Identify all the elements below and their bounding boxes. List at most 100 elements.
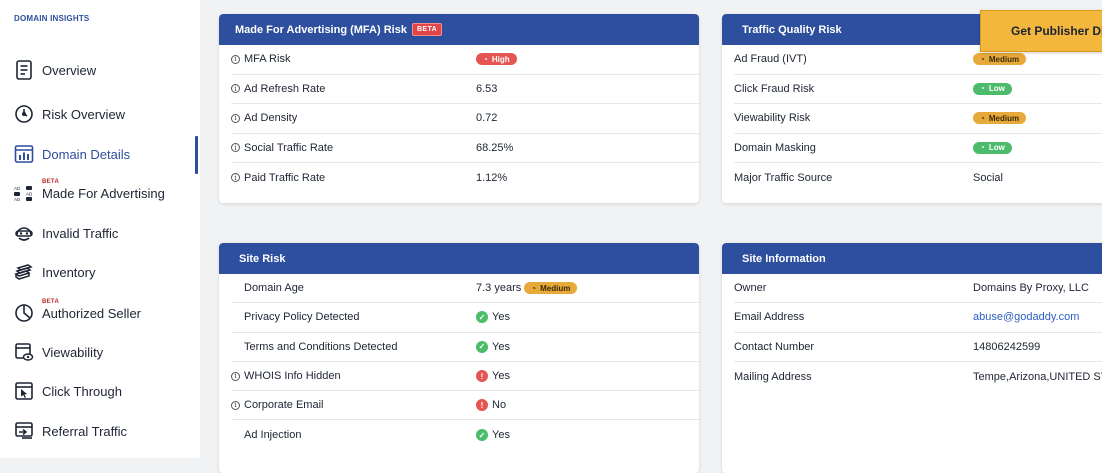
mfa-risk-card: Made For Advertising (MFA) Risk BETA i MF… [219,14,699,203]
sidebar-item-click-through[interactable]: Click Through [14,378,200,404]
document-icon [14,60,34,80]
row-value: Yes [492,429,510,442]
gauge-icon: ◔ [980,113,985,123]
table-row: i MFA Risk ◔ High [231,45,699,75]
table-row: i Ad Density 0.72 [231,104,699,134]
shield-clock-icon [14,104,34,124]
row-value: 68.25% [476,141,514,154]
table-row: i Paid Traffic Rate 1.12% [231,163,699,193]
info-icon[interactable]: i [231,371,240,381]
sidebar-item-label: Overview [42,62,97,78]
referral-icon [14,421,34,441]
sidebar-item-label: Domain Details [42,146,131,162]
sidebar-item-label: Invalid Traffic [42,225,119,241]
sidebar-item-overview[interactable]: Overview [14,57,200,83]
card-title: Made For Advertising (MFA) Risk [235,23,407,36]
sidebar-item-label: BETA Authorized Seller [42,298,141,321]
table-row: Viewability Risk ◔ Medium [734,104,1102,134]
sidebar-item-invalid-traffic[interactable]: Invalid Traffic [14,220,200,246]
info-icon[interactable]: i [231,54,240,64]
gauge-icon: ◔ [980,84,985,94]
table-row: i Corporate Email ! No [231,391,699,421]
svg-text:AD: AD [26,192,33,197]
risk-pill-low: ◔ Low [973,141,1012,154]
row-value: Tempe,Arizona,UNITED ST [973,370,1102,383]
svg-text:AD: AD [14,186,21,191]
sidebar-item-label: Risk Overview [42,106,126,122]
beta-badge: BETA [42,298,60,305]
card-title: Site Risk [239,252,286,265]
table-row: Click Fraud Risk ◔ Low [734,75,1102,104]
table-row: Email Address abuse@godaddy.com [734,303,1102,333]
risk-pill-medium: ◔ Medium [973,112,1027,125]
bar-chart-window-icon [14,144,34,164]
svg-text:AD: AD [14,197,21,202]
gauge-icon: ◔ [980,143,985,153]
sidebar-item-domain-details[interactable]: Domain Details [14,141,200,167]
table-row: Ad Injection ✓ Yes [244,429,510,442]
sidebar-item-label: Referral Traffic [42,423,128,439]
bot-mask-icon [14,223,34,243]
window-eye-icon [14,342,34,362]
table-row: Contact Number 14806242599 [734,333,1102,362]
sidebar-title: DOMAIN INSIGHTS [14,14,90,23]
table-row: Owner Domains By Proxy, LLC [734,274,1102,304]
table-row: Domain Masking ◔ Low [734,134,1102,163]
sidebar-item-label: Click Through [42,383,122,399]
table-row: i Ad Refresh Rate 6.53 [231,75,699,104]
pie-chart-icon [14,303,34,323]
card-header: Made For Advertising (MFA) Risk BETA [219,14,699,45]
table-row: i Social Traffic Rate 68.25% [231,134,699,163]
row-value: Domains By Proxy, LLC [973,282,1089,295]
button-label: Get Publisher Di [1011,24,1102,38]
sidebar-item-inventory[interactable]: Inventory [14,259,200,285]
risk-pill-low: ◔ Low [973,82,1012,95]
info-icon[interactable]: i [231,173,240,183]
email-link[interactable]: abuse@godaddy.com [973,311,1080,324]
alert-icon: ! [476,399,488,412]
row-value: Yes [492,370,510,383]
table-row: i WHOIS Info Hidden ! Yes [231,362,699,392]
beta-badge: BETA [42,178,60,185]
gauge-icon: ◔ [531,283,537,293]
sidebar: DOMAIN INSIGHTS Overview Risk Overview D… [0,0,200,458]
info-icon[interactable]: i [231,143,240,153]
gauge-icon: ◔ [483,54,488,64]
sidebar-item-authorized-seller[interactable]: BETA Authorized Seller [14,298,200,326]
info-icon[interactable]: i [231,113,240,123]
sidebar-item-referral-traffic[interactable]: Referral Traffic [14,418,200,444]
sidebar-item-risk-overview[interactable]: Risk Overview [14,101,200,127]
ad-grid-icon: AD AD AD [14,183,34,203]
gauge-icon: ◔ [980,54,985,64]
row-value: Yes [492,340,510,353]
row-value: No [492,399,507,412]
table-row: Privacy Policy Detected ✓ Yes [231,303,699,333]
row-value: 14806242599 [973,340,1041,353]
check-icon: ✓ [476,311,488,324]
risk-pill-medium: ◔ Medium [524,282,578,295]
row-value: 6.53 [476,82,498,95]
sidebar-item-label: Inventory [42,264,96,280]
check-icon: ✓ [476,340,488,353]
cursor-window-icon [14,381,34,401]
sidebar-item-made-for-advertising[interactable]: AD AD AD BETA Made For Advertising [14,178,200,206]
card-title: Traffic Quality Risk [742,23,842,36]
risk-pill-medium: ◔ Medium [973,53,1027,66]
active-indicator [195,136,198,174]
card-header: Site Information [722,243,1102,274]
sidebar-item-label: BETA Made For Advertising [42,178,165,201]
row-value: 0.72 [476,112,498,125]
info-icon[interactable]: i [231,84,240,94]
sidebar-item-viewability[interactable]: Viewability [14,339,200,365]
alert-icon: ! [476,370,488,383]
row-value: Social [973,171,1003,184]
row-value: 7.3 years [476,282,522,295]
row-value: Yes [492,311,510,324]
table-row: Major Traffic Source Social [734,171,1003,184]
table-row: Mailing Address Tempe,Arizona,UNITED ST [734,362,1102,391]
get-publisher-button[interactable]: Get Publisher Di [980,10,1102,52]
risk-pill-high: ◔ High [476,53,517,66]
beta-badge: BETA [411,23,443,36]
table-row: Ad Fraud (IVT) ◔ Medium [734,45,1102,75]
info-icon[interactable]: i [231,400,240,410]
